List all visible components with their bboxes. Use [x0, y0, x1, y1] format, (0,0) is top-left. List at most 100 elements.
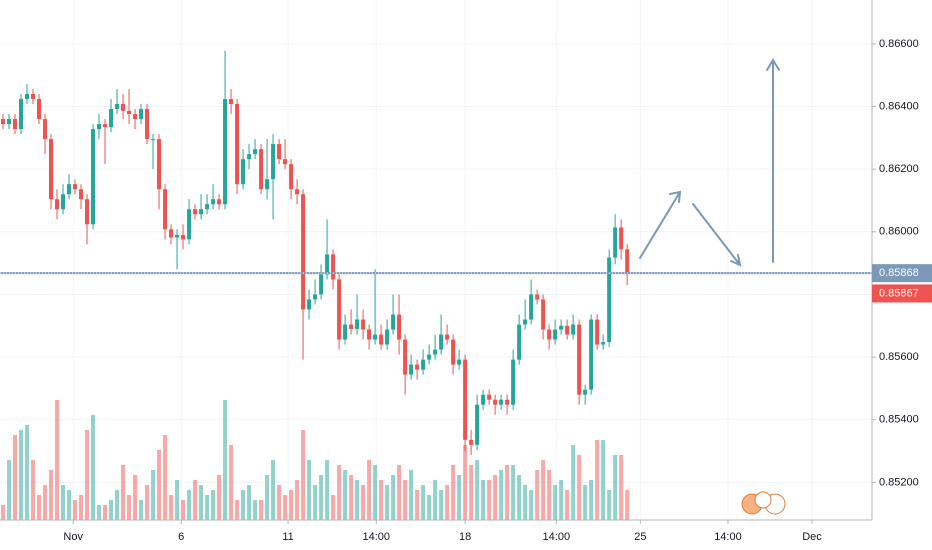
candle-body [7, 119, 12, 125]
volume [1, 400, 630, 520]
candle-body [331, 254, 336, 280]
candle-body [505, 399, 510, 405]
candle-body [181, 234, 186, 240]
candle-body [271, 144, 276, 180]
volume-bar [583, 485, 588, 520]
candle-body [217, 199, 222, 205]
candle-body [55, 199, 60, 210]
volume-bar [343, 470, 348, 520]
volume-bar [133, 475, 138, 520]
volume-bar [307, 460, 312, 520]
volume-bar [457, 475, 462, 520]
volume-bar [415, 490, 420, 520]
volume-bar [163, 435, 168, 520]
volume-bar [433, 480, 438, 520]
candle-body [67, 184, 72, 195]
volume-bar [601, 440, 606, 520]
candle-body [607, 257, 612, 343]
volume-bar [613, 455, 618, 520]
candle-body [205, 204, 210, 210]
volume-bar [421, 485, 426, 520]
volume-bar [481, 480, 486, 520]
candle-body [289, 164, 294, 190]
volume-bar [55, 400, 60, 520]
candle-body [229, 98, 234, 104]
candle-body [157, 139, 162, 190]
candle-body [535, 294, 540, 300]
volume-bar [229, 445, 234, 520]
volume-bar [547, 470, 552, 520]
candles [1, 50, 630, 455]
volume-bar [253, 500, 258, 520]
volume-bar [409, 470, 414, 520]
volume-bar [241, 490, 246, 520]
volume-bar [271, 460, 276, 520]
x-tick-label: 14:00 [363, 531, 391, 543]
x-tick-label: 18 [459, 531, 471, 543]
volume-bar [205, 495, 210, 520]
candle-body [589, 319, 594, 390]
candle-body [169, 229, 174, 238]
volume-bar [595, 440, 600, 520]
candle-body [163, 189, 168, 230]
candle-body [517, 324, 522, 360]
volume-bar [139, 500, 144, 520]
volume-bar [319, 475, 324, 520]
candle-body [493, 399, 498, 405]
candle-body [487, 394, 492, 400]
volume-bar [217, 475, 222, 520]
axes: 0.852000.854000.856000.858000.860000.862… [63, 38, 932, 543]
volume-bar [85, 430, 90, 520]
candle-body [235, 104, 240, 185]
y-tick-label: 0.86200 [879, 163, 919, 175]
volume-bar [19, 430, 24, 520]
volume-bar [607, 490, 612, 520]
candle-body [499, 399, 504, 405]
candle-body [133, 114, 138, 120]
volume-bar [397, 465, 402, 520]
x-tick-label: 14:00 [543, 531, 571, 543]
candle-body [529, 294, 534, 320]
volume-bar [67, 490, 72, 520]
volume-bar [283, 495, 288, 520]
candle-body [13, 119, 18, 130]
candle-body [403, 339, 408, 375]
candle-body [373, 334, 378, 340]
y-tick-label: 0.85600 [879, 351, 919, 363]
volume-bar [151, 470, 156, 520]
candle-body [469, 439, 474, 445]
candle-body [295, 189, 300, 195]
volume-bar [265, 475, 270, 520]
volume-bar [475, 460, 480, 520]
candle-body [511, 359, 516, 405]
y-tick-label: 0.86400 [879, 100, 919, 112]
volume-bar [277, 485, 282, 520]
volume-bar [325, 460, 330, 520]
price-label-bg [872, 284, 932, 303]
volume-bar [7, 460, 12, 520]
candle-body [463, 359, 468, 440]
candle-body [79, 189, 84, 200]
volume-bar [37, 495, 42, 520]
candle-body [211, 199, 216, 205]
x-tick-label: Dec [802, 531, 822, 543]
candle-body [259, 149, 264, 190]
volume-bar [493, 475, 498, 520]
volume-bar [289, 490, 294, 520]
candle-body [379, 334, 384, 345]
candle-body [475, 404, 480, 445]
volume-bar [589, 480, 594, 520]
candle-body [247, 154, 252, 160]
volume-bar [487, 480, 492, 520]
arrow-target [766, 58, 780, 263]
candle-body [355, 319, 360, 329]
volume-bar [523, 485, 528, 520]
candle-body [49, 139, 54, 200]
volume-bar [211, 490, 216, 520]
volume-bar [379, 480, 384, 520]
candle-body [481, 394, 486, 405]
x-tick-label: Nov [63, 531, 83, 543]
volume-bar [469, 465, 474, 520]
candle-body [187, 209, 192, 240]
